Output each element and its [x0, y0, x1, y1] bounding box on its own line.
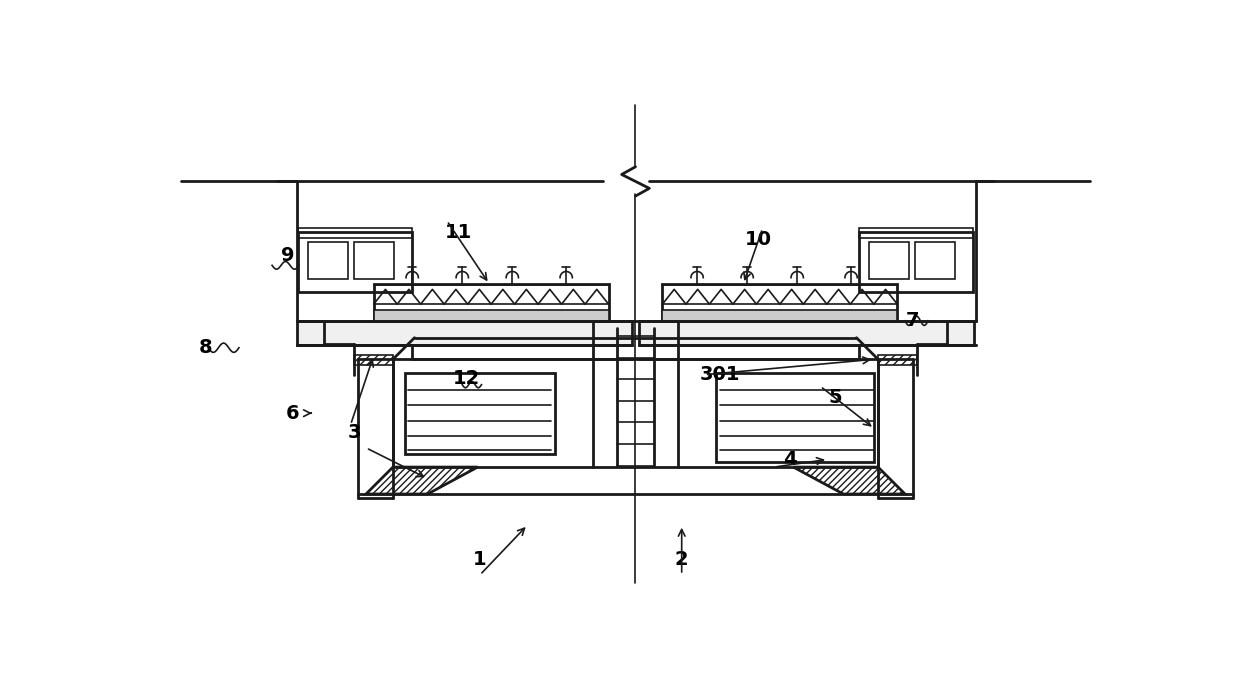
Bar [859, 233, 972, 292]
Bar [404, 373, 554, 454]
Text: 1: 1 [474, 550, 487, 569]
Bar [299, 228, 412, 237]
Bar [662, 310, 898, 321]
Bar [373, 284, 609, 321]
Bar [355, 356, 393, 365]
Text: 10: 10 [745, 231, 773, 250]
Bar [355, 242, 394, 279]
Text: 5: 5 [828, 389, 842, 407]
Text: 6: 6 [286, 404, 300, 423]
Bar [640, 321, 975, 345]
Bar [717, 373, 874, 462]
Bar [869, 242, 909, 279]
Bar [309, 242, 348, 279]
Text: 3: 3 [347, 423, 361, 442]
Bar [915, 242, 955, 279]
Bar [878, 356, 916, 365]
Text: 301: 301 [699, 365, 740, 384]
Text: 11: 11 [445, 223, 472, 241]
Text: 4: 4 [782, 450, 796, 469]
Text: 9: 9 [280, 246, 294, 265]
Bar [373, 310, 609, 321]
Text: 12: 12 [453, 369, 480, 388]
Bar [296, 321, 631, 345]
Text: 8: 8 [200, 338, 212, 357]
Text: 7: 7 [906, 311, 919, 330]
Bar [299, 233, 412, 292]
Bar [662, 284, 898, 321]
Text: 2: 2 [675, 550, 688, 569]
Bar [859, 228, 972, 237]
